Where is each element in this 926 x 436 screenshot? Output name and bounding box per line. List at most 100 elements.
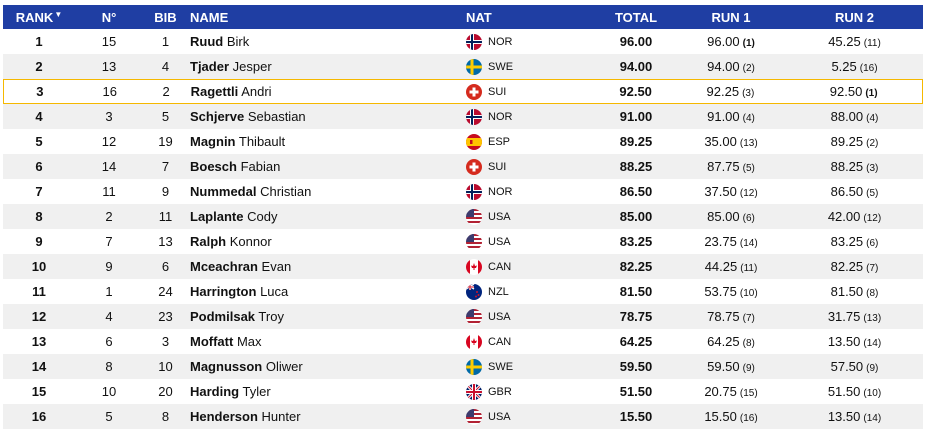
table-row[interactable]: 2 13 4 Tjader Jesper SWE 94.00 94.00 (2) 5.25 (16… [3,54,923,79]
bib-cell: 2 [162,84,170,99]
nation-code: USA [488,310,511,323]
bib-cell: 10 [158,359,173,374]
first-name: Troy [258,309,284,324]
total-score: 86.50 [619,184,653,199]
run1-cell: 23.75 (14) [676,234,786,249]
header-nat: NAT [466,9,492,25]
last-name: Moffatt [190,334,234,349]
athlete-name[interactable]: Boesch Fabian [188,159,466,174]
run1-place: (8) [742,338,755,349]
nation-code: CAN [488,335,512,348]
athlete-name[interactable]: Harrington Luca [188,284,466,299]
table-row[interactable]: 6 14 7 Boesch Fabian SUI 88.25 87.75 (5) 88.25 (3… [3,154,923,179]
number-cell: 8 [105,359,113,374]
table-row[interactable]: 11 1 24 Harrington Luca NZL 81.50 53.75 (10) 81.… [3,279,923,304]
athlete-name[interactable]: Ralph Konnor [188,234,466,249]
athlete-name[interactable]: Podmilsak Troy [188,309,466,324]
table-row[interactable]: 1 15 1 Ruud Birk NOR 96.00 96.00 (1) 45.25 (11) [3,29,923,54]
spain-flag-icon [466,133,482,150]
last-name: Ruud [190,34,224,49]
header-number: N° [101,9,117,25]
run2-place: (1) [865,88,878,99]
rank-cell: 3 [36,84,44,99]
athlete-name[interactable]: Henderson Hunter [188,409,466,424]
athlete-name[interactable]: Harding Tyler [188,384,466,399]
first-name: Oliwer [265,359,303,374]
first-name: Cody [247,209,278,224]
run2-score: 51.50 [827,384,861,399]
table-row[interactable]: 14 8 10 Magnusson Oliwer SWE 59.50 59.50 (9) 57.… [3,354,923,379]
run1-score: 23.75 [704,234,737,249]
table-row[interactable]: 15 10 20 Harding Tyler GBR 51.50 20.75 (15) 51.5… [3,379,923,404]
last-name: Ragettli [190,84,239,99]
run1-place: (3) [742,88,755,99]
athlete-name[interactable]: Nummedal Christian [188,184,466,199]
table-row[interactable]: 3 16 2 Ragettli Andri SUI 92.50 92.25 (3) 92.50(… [3,79,923,104]
athlete-name[interactable]: Schjerve Sebastian [188,109,466,124]
nation-code: SWE [488,60,514,73]
run1-place: (13) [739,138,758,149]
run2-cell: 92.50 (1) [785,84,922,99]
table-header: RANK▼ N° BIB NAME NAT TOTAL RUN 1 RUN 2 [3,5,923,29]
run1-score: 94.00 [707,59,740,74]
number-cell: 3 [105,109,113,124]
run2-score: 13.50 [827,334,861,349]
athlete-name[interactable]: Ragettli Andri [189,84,466,99]
run2-cell: 31.75 (13) [786,309,923,324]
usa-flag-icon [466,208,482,225]
run2-score: 81.50 [830,284,864,299]
sort-desc-icon[interactable]: ▼ [54,9,63,19]
athlete-name[interactable]: Tjader Jesper [188,59,466,74]
nation-cell: SWE [466,358,596,375]
run2-score: 5.25 [831,59,857,74]
run2-cell: 42.00 (12) [786,209,923,224]
table-body: 1 15 1 Ruud Birk NOR 96.00 96.00 (1) 45.25 (11) 2 1… [3,29,923,429]
first-name: Fabian [240,159,281,174]
last-name: Podmilsak [190,309,256,324]
nation-code: ESP [488,135,511,148]
athlete-name[interactable]: Laplante Cody [188,209,466,224]
table-row[interactable]: 5 12 19 Magnin Thibault ESP 89.25 35.00 (13) 89.… [3,129,923,154]
nation-code: NZL [488,285,509,298]
table-row[interactable]: 12 4 23 Podmilsak Troy USA 78.75 78.75 (7) 31.75… [3,304,923,329]
run1-place: (10) [739,288,758,299]
bib-cell: 8 [161,409,170,424]
table-row[interactable]: 4 3 5 Schjerve Sebastian NOR 91.00 91.00 (4) 88.… [3,104,923,129]
run2-place: (10) [863,388,882,399]
athlete-name[interactable]: Mceachran Evan [188,259,466,274]
table-row[interactable]: 7 11 9 Nummedal Christian NOR 86.50 37.50 (12) 8… [3,179,923,204]
run1-score: 15.50 [704,409,737,424]
bib-cell: 4 [161,59,170,74]
athlete-name[interactable]: Magnusson Oliwer [188,359,466,374]
table-row[interactable]: 9 7 13 Ralph Konnor USA 83.25 23.75 (14) 83.25 (6… [3,229,923,254]
athlete-name[interactable]: Moffatt Max [188,334,466,349]
bib-cell: 7 [161,159,170,174]
run1-place: (9) [742,363,755,374]
run1-place: (12) [739,188,758,199]
run1-place: (4) [742,113,755,124]
header-run1: RUN 1 [711,9,751,25]
rank-cell: 7 [35,184,43,199]
table-row[interactable]: 13 6 3 Moffatt Max CAN 64.25 64.25 (8) 13.50 (14) [3,329,923,354]
run2-place: (2) [866,138,879,149]
number-cell: 14 [101,159,117,174]
table-row[interactable]: 8 2 11 Laplante Cody USA 85.00 85.00 (6) 42.00 (1… [3,204,923,229]
usa-flag-icon [466,408,482,425]
header-rank[interactable]: RANK▼ [3,10,75,25]
nation-cell: ESP [466,133,596,150]
nation-cell: SWE [466,58,596,75]
nation-code: NOR [488,35,513,48]
table-row[interactable]: 10 9 6 Mceachran Evan CAN 82.25 44.25 (11) 82.25… [3,254,923,279]
athlete-name[interactable]: Ruud Birk [188,34,466,49]
athlete-name[interactable]: Magnin Thibault [188,134,466,149]
first-name: Sebastian [247,109,306,124]
bib-cell: 13 [158,234,173,249]
run1-place: (1) [742,38,755,49]
table-row[interactable]: 16 5 8 Henderson Hunter USA 15.50 15.50 (16) 13.… [3,404,923,429]
norway-flag-icon [466,33,482,50]
header-run2: RUN 2 [834,9,874,25]
run2-cell: 5.25 (16) [786,59,923,74]
total-score: 88.25 [619,159,653,174]
run2-score: 42.00 [827,209,861,224]
run2-place: (13) [863,313,882,324]
